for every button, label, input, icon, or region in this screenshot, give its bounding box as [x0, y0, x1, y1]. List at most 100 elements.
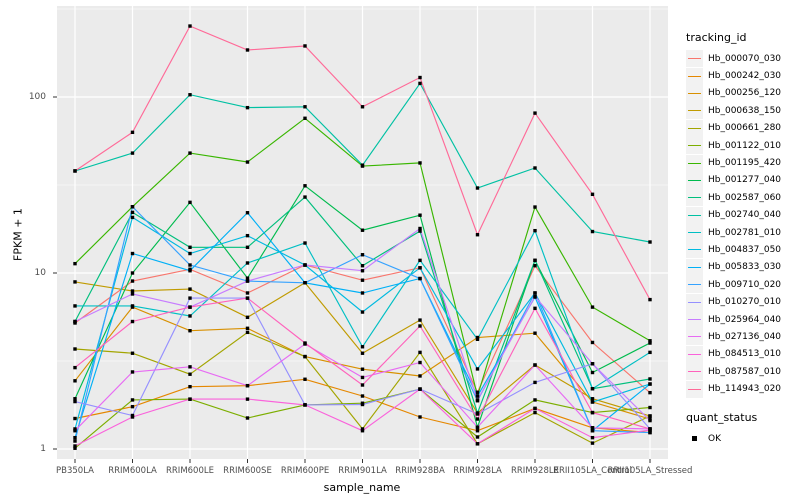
data-point-Hb_087587_010[interactable] — [590, 410, 595, 415]
data-point-Hb_002740_040[interactable] — [533, 166, 537, 170]
data-point-Hb_084513_010[interactable] — [533, 406, 537, 411]
data-point-Hb_084513_010[interactable] — [73, 444, 77, 448]
data-point-Hb_002781_010[interactable] — [73, 304, 77, 308]
data-point-Hb_025964_040[interactable] — [130, 292, 135, 296]
data-point-Hb_025964_040[interactable] — [648, 418, 652, 423]
data-point-Hb_010270_010[interactable] — [73, 399, 77, 404]
data-point-Hb_087587_010[interactable] — [130, 319, 135, 324]
data-point-Hb_087587_010[interactable] — [188, 305, 192, 309]
data-point-Hb_084513_010[interactable] — [475, 442, 480, 446]
legend-item-Hb_009710_020[interactable]: Hb_009710_020 — [686, 276, 798, 294]
data-point-Hb_027136_040[interactable] — [360, 375, 365, 380]
data-point-Hb_000242_030[interactable] — [418, 415, 422, 419]
legend-item-Hb_000242_030[interactable]: Hb_000242_030 — [686, 67, 798, 85]
data-point-Hb_010270_010[interactable] — [533, 380, 537, 385]
data-point-Hb_027136_040[interactable] — [73, 429, 77, 433]
data-point-Hb_027136_040[interactable] — [418, 360, 422, 365]
data-point-Hb_084513_010[interactable] — [590, 435, 595, 440]
data-point-Hb_000638_150[interactable] — [418, 318, 422, 322]
data-point-Hb_025964_040[interactable] — [360, 269, 365, 273]
data-point-Hb_002781_010[interactable] — [245, 261, 250, 265]
data-point-Hb_000070_030[interactable] — [130, 279, 135, 283]
data-point-Hb_009710_020[interactable] — [590, 429, 595, 433]
data-point-Hb_002781_010[interactable] — [533, 228, 537, 233]
data-point-Hb_002587_060[interactable] — [648, 377, 652, 381]
data-point-Hb_009710_020[interactable] — [73, 439, 77, 443]
data-point-Hb_087587_010[interactable] — [303, 341, 307, 345]
data-point-Hb_001277_040[interactable] — [418, 213, 422, 217]
data-point-Hb_114943_020[interactable] — [418, 75, 422, 80]
data-point-Hb_114943_020[interactable] — [590, 192, 595, 197]
legend-item-Hb_010270_010[interactable]: Hb_010270_010 — [686, 293, 798, 311]
data-point-Hb_001122_010[interactable] — [73, 446, 77, 450]
data-point-Hb_084513_010[interactable] — [245, 397, 250, 401]
data-point-Hb_002587_060[interactable] — [303, 195, 307, 199]
data-point-Hb_087587_010[interactable] — [245, 296, 250, 300]
data-point-Hb_087587_010[interactable] — [533, 306, 537, 311]
data-point-Hb_000242_030[interactable] — [130, 404, 135, 409]
data-point-Hb_087587_010[interactable] — [360, 383, 365, 387]
data-point-Hb_025964_040[interactable] — [475, 398, 480, 402]
data-point-Hb_009710_020[interactable] — [360, 253, 365, 257]
data-point-Hb_084513_010[interactable] — [360, 429, 365, 433]
data-point-Hb_002740_040[interactable] — [188, 93, 192, 97]
data-point-Hb_000661_280[interactable] — [648, 414, 652, 418]
data-point-Hb_005833_030[interactable] — [648, 382, 652, 386]
data-point-Hb_000661_280[interactable] — [130, 351, 135, 355]
data-point-Hb_000242_030[interactable] — [188, 384, 192, 389]
data-point-Hb_000256_120[interactable] — [475, 335, 480, 340]
data-point-Hb_027136_040[interactable] — [188, 365, 192, 369]
data-point-Hb_001277_040[interactable] — [648, 341, 652, 345]
data-point-Hb_001277_040[interactable] — [188, 200, 192, 205]
data-point-Hb_025964_040[interactable] — [533, 294, 537, 299]
data-point-Hb_001195_420[interactable] — [590, 305, 595, 309]
data-point-Hb_000661_280[interactable] — [303, 354, 307, 359]
data-point-Hb_000070_030[interactable] — [245, 291, 250, 295]
data-point-Hb_002740_040[interactable] — [648, 240, 652, 244]
data-point-Hb_114943_020[interactable] — [245, 48, 250, 52]
data-point-Hb_004837_050[interactable] — [475, 367, 480, 371]
data-point-Hb_114943_020[interactable] — [188, 24, 192, 28]
data-point-Hb_001277_040[interactable] — [303, 184, 307, 188]
data-point-Hb_001122_010[interactable] — [533, 398, 537, 402]
data-point-Hb_025964_040[interactable] — [245, 279, 250, 283]
data-point-Hb_002740_040[interactable] — [245, 105, 250, 110]
data-point-Hb_087587_010[interactable] — [475, 417, 480, 421]
data-point-Hb_009710_020[interactable] — [648, 430, 652, 435]
data-point-Hb_025964_040[interactable] — [590, 362, 595, 366]
data-point-Hb_000070_030[interactable] — [590, 340, 595, 345]
data-point-Hb_000070_030[interactable] — [360, 278, 365, 282]
data-point-Hb_000242_030[interactable] — [303, 377, 307, 381]
data-point-Hb_084513_010[interactable] — [303, 403, 307, 407]
data-point-Hb_114943_020[interactable] — [648, 297, 652, 302]
legend-item-Hb_004837_050[interactable]: Hb_004837_050 — [686, 241, 798, 259]
data-point-Hb_005833_030[interactable] — [475, 394, 480, 398]
data-point-Hb_001195_420[interactable] — [188, 151, 192, 155]
legend-item-Hb_000661_280[interactable]: Hb_000661_280 — [686, 119, 798, 137]
data-point-Hb_002781_010[interactable] — [360, 345, 365, 349]
data-point-Hb_001277_040[interactable] — [130, 271, 135, 275]
data-point-Hb_114943_020[interactable] — [475, 233, 480, 237]
data-point-Hb_000242_030[interactable] — [360, 394, 365, 398]
data-point-Hb_001195_420[interactable] — [245, 160, 250, 164]
data-point-Hb_002740_040[interactable] — [475, 186, 480, 190]
data-point-Hb_000661_280[interactable] — [533, 410, 537, 415]
data-point-Hb_001122_010[interactable] — [648, 405, 652, 410]
data-point-Hb_114943_020[interactable] — [130, 130, 135, 135]
data-point-Hb_000661_280[interactable] — [590, 441, 595, 445]
data-point-Hb_004837_050[interactable] — [360, 310, 365, 314]
data-point-Hb_027136_040[interactable] — [475, 425, 480, 429]
data-point-Hb_000638_150[interactable] — [360, 351, 365, 355]
legend-item-Hb_001122_010[interactable]: Hb_001122_010 — [686, 137, 798, 155]
data-point-Hb_002781_010[interactable] — [130, 304, 135, 308]
data-point-Hb_009710_020[interactable] — [130, 205, 135, 209]
data-point-Hb_000661_280[interactable] — [73, 347, 77, 351]
data-point-Hb_025964_040[interactable] — [303, 263, 307, 267]
data-point-Hb_000256_120[interactable] — [360, 367, 365, 371]
data-point-Hb_114943_020[interactable] — [303, 44, 307, 48]
data-point-Hb_002781_010[interactable] — [303, 241, 307, 245]
data-point-Hb_002781_010[interactable] — [188, 314, 192, 318]
data-point-Hb_004837_050[interactable] — [590, 400, 595, 404]
legend-item-Hb_027136_040[interactable]: Hb_027136_040 — [686, 328, 798, 346]
data-point-Hb_000256_120[interactable] — [418, 374, 422, 378]
